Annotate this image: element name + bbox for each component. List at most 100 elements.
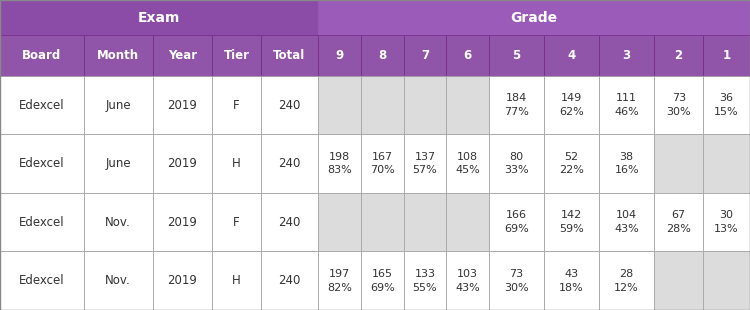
Bar (0, 0, 318, 35)
Bar (704, 134, 750, 193)
Bar (704, 193, 750, 251)
Bar (704, 134, 750, 193)
Bar (361, 193, 404, 251)
Bar (404, 35, 446, 76)
Text: 43
18%: 43 18% (560, 269, 584, 293)
Bar (212, 134, 261, 193)
Bar (599, 35, 654, 76)
Bar (489, 193, 544, 251)
Bar (261, 251, 318, 310)
Bar (361, 35, 404, 76)
Bar (544, 134, 599, 193)
Bar (446, 193, 489, 251)
Text: Year: Year (168, 49, 197, 62)
Text: 2019: 2019 (167, 99, 197, 112)
Bar (0, 76, 83, 134)
Bar (212, 193, 261, 251)
Bar (404, 76, 446, 134)
Text: 137
57%: 137 57% (413, 152, 437, 175)
Bar (261, 193, 318, 251)
Text: 2019: 2019 (167, 216, 197, 229)
Bar (544, 35, 599, 76)
Bar (212, 76, 261, 134)
Text: 198
83%: 198 83% (327, 152, 352, 175)
Bar (489, 76, 544, 134)
Bar (153, 251, 212, 310)
Bar (212, 251, 261, 310)
Text: 1: 1 (722, 49, 730, 62)
Bar (404, 251, 446, 310)
Bar (83, 134, 153, 193)
Text: 30
13%: 30 13% (714, 210, 739, 234)
Bar (404, 134, 446, 193)
Bar (704, 76, 750, 134)
Bar (704, 193, 750, 251)
Text: Grade: Grade (511, 11, 557, 25)
Text: 103
43%: 103 43% (455, 269, 480, 293)
Bar (544, 76, 599, 134)
Text: 73
30%: 73 30% (666, 93, 691, 117)
Bar (318, 0, 750, 35)
Bar (544, 193, 599, 251)
Text: 240: 240 (278, 274, 301, 287)
Bar (318, 35, 361, 76)
Bar (654, 35, 704, 76)
Bar (599, 76, 654, 134)
Bar (153, 193, 212, 251)
Bar (153, 35, 212, 76)
Bar (318, 251, 361, 310)
Bar (361, 76, 404, 134)
Bar (361, 251, 404, 310)
Bar (446, 76, 489, 134)
Bar (446, 35, 489, 76)
Text: 67
28%: 67 28% (666, 210, 691, 234)
Bar (83, 76, 153, 134)
Text: Nov.: Nov. (105, 216, 131, 229)
Text: June: June (106, 157, 131, 170)
Text: 3: 3 (622, 49, 631, 62)
Text: 133
55%: 133 55% (413, 269, 437, 293)
Bar (704, 35, 750, 76)
Bar (544, 193, 599, 251)
Bar (544, 76, 599, 134)
Text: Edexcel: Edexcel (19, 274, 64, 287)
Bar (544, 134, 599, 193)
Bar (153, 251, 212, 310)
Bar (318, 134, 361, 193)
Bar (446, 251, 489, 310)
Bar (446, 134, 489, 193)
Bar (404, 35, 446, 76)
Text: 9: 9 (335, 49, 344, 62)
Bar (404, 134, 446, 193)
Bar (318, 193, 361, 251)
Text: F: F (233, 216, 240, 229)
Bar (489, 193, 544, 251)
Bar (83, 76, 153, 134)
Bar (544, 251, 599, 310)
Bar (489, 134, 544, 193)
Text: 7: 7 (421, 49, 429, 62)
Bar (261, 134, 318, 193)
Text: H: H (232, 274, 241, 287)
Bar (83, 193, 153, 251)
Bar (654, 76, 704, 134)
Text: Tier: Tier (224, 49, 250, 62)
Bar (318, 134, 361, 193)
Bar (704, 35, 750, 76)
Bar (0, 193, 83, 251)
Bar (654, 251, 704, 310)
Bar (318, 193, 361, 251)
Bar (599, 193, 654, 251)
Bar (599, 134, 654, 193)
Text: 149
62%: 149 62% (560, 93, 584, 117)
Bar (83, 251, 153, 310)
Text: Nov.: Nov. (105, 274, 131, 287)
Bar (654, 134, 704, 193)
Bar (0, 134, 83, 193)
Bar (261, 35, 318, 76)
Bar (446, 193, 489, 251)
Bar (0, 251, 83, 310)
Bar (489, 76, 544, 134)
Bar (599, 193, 654, 251)
Text: 8: 8 (378, 49, 386, 62)
